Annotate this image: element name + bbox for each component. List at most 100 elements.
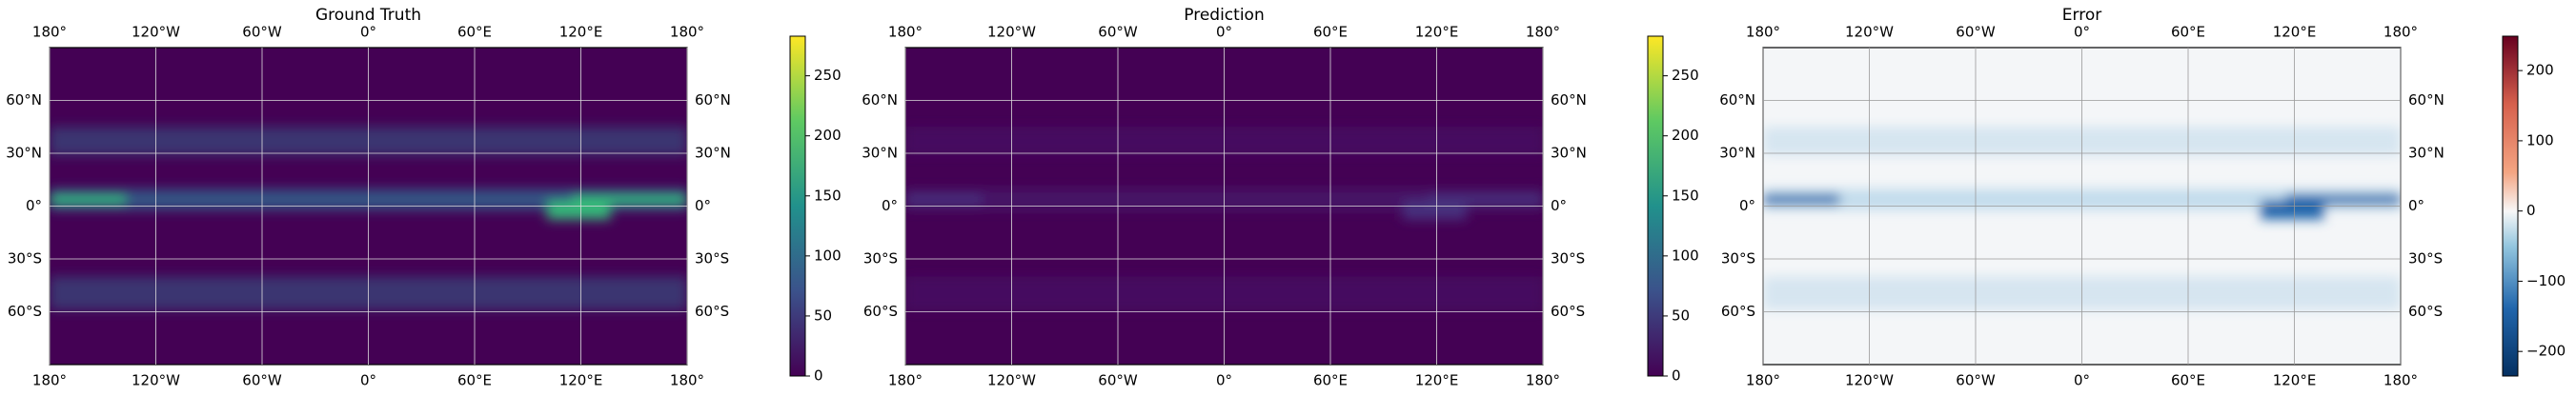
band [50,194,127,205]
lon-label: 120°W [987,24,1036,41]
lat-label: 60°S [863,303,898,320]
lon-label: 0° [2074,372,2090,389]
panel-title: Ground Truth [315,6,421,25]
lon-label: 120°E [559,24,603,41]
lon-label: 120°W [1845,372,1894,389]
lon-label: 60°W [1956,372,1996,389]
band [2285,194,2401,205]
band [572,194,687,205]
lat-label: 60°S [1721,303,1755,320]
colorbar-label: 100 [814,247,842,264]
lat-label: 30°S [695,250,729,267]
lon-label: 120°W [987,372,1036,389]
lon-label: 60°W [1098,24,1138,41]
lon-label: 0° [360,24,376,41]
lon-label: 120°W [132,372,180,389]
lon-label: 180° [888,372,923,389]
colorbar [2502,35,2519,377]
lon-label: 60°E [2171,372,2205,389]
lon-label: 180° [32,24,67,41]
lon-label: 60°E [1313,372,1348,389]
colorbar-label: 200 [2526,62,2554,79]
lon-label: 180° [1746,372,1780,389]
lon-label: 120°E [2273,24,2317,41]
lat-label: 30°N [1551,145,1587,162]
colorbar-label: 150 [1672,187,1699,204]
lon-label: 180° [32,372,67,389]
lon-label: 60°W [242,372,282,389]
lon-label: 120°E [2273,372,2317,389]
colorbar-label: −100 [2526,272,2566,289]
lon-label: 120°E [1415,24,1459,41]
lon-label: 0° [1216,372,1232,389]
lon-label: 60°E [1313,24,1348,41]
band [2260,200,2324,220]
colorbar-label: 150 [814,187,842,204]
lat-label: 60°N [6,91,42,109]
lon-label: 180° [1526,24,1560,41]
colorbar-label: 100 [2526,131,2554,148]
lon-label: 60°W [242,24,282,41]
lon-label: 180° [2383,372,2418,389]
lat-label: 0° [1551,197,1567,214]
colorbar-label: 100 [1672,247,1699,264]
lon-label: 180° [670,372,704,389]
panel-title: Prediction [1184,6,1264,25]
lat-label: 60°N [2408,91,2444,109]
colorbar [1647,35,1664,377]
lat-label: 30°N [2408,145,2444,162]
lon-label: 180° [888,24,923,41]
lon-label: 120°E [1415,372,1459,389]
lat-label: 30°S [2408,250,2443,267]
colorbar [789,35,806,377]
lat-label: 30°S [1551,250,1585,267]
lon-label: 60°E [457,372,492,389]
lat-label: 30°N [6,145,42,162]
lon-label: 0° [2074,24,2090,41]
band [905,194,983,205]
band [1402,200,1467,220]
lat-label: 30°S [8,250,42,267]
lon-label: 180° [1526,372,1560,389]
lat-label: 60°N [862,91,898,109]
lat-label: 30°S [1721,250,1755,267]
lat-label: 60°N [695,91,731,109]
band [1428,194,1543,205]
lat-label: 0° [26,197,42,214]
colorbar-label: 250 [1672,67,1699,84]
lat-label: 30°N [695,145,731,162]
lat-label: 30°S [863,250,898,267]
lon-label: 180° [670,24,704,41]
colorbar-label: 0 [1672,367,1681,385]
lat-label: 0° [2408,197,2424,214]
colorbar-label: 200 [1672,127,1699,144]
lon-label: 0° [360,372,376,389]
lat-label: 60°S [1551,303,1585,320]
panel-title: Error [2062,6,2101,25]
lon-label: 120°W [1845,24,1894,41]
lon-label: 60°W [1098,372,1138,389]
colorbar-label: 200 [814,127,842,144]
lon-label: 180° [2383,24,2418,41]
colorbar-label: 250 [814,67,842,84]
lat-label: 0° [882,197,898,214]
lat-label: 60°S [2408,303,2443,320]
colorbar-label: 0 [814,367,823,385]
colorbar-label: 50 [814,307,832,324]
colorbar-label: 0 [2526,202,2536,219]
lat-label: 60°S [695,303,729,320]
lat-label: 0° [695,197,711,214]
lon-label: 120°E [559,372,603,389]
colorbar-label: −200 [2526,343,2566,360]
lon-label: 60°E [457,24,492,41]
colorbar-label: 50 [1672,307,1690,324]
lat-label: 0° [1739,197,1755,214]
lon-label: 60°E [2171,24,2205,41]
band [1763,194,1840,205]
lat-label: 60°N [1719,91,1755,109]
band [546,200,611,220]
lon-label: 0° [1216,24,1232,41]
lon-label: 180° [1746,24,1780,41]
lat-label: 60°N [1551,91,1587,109]
